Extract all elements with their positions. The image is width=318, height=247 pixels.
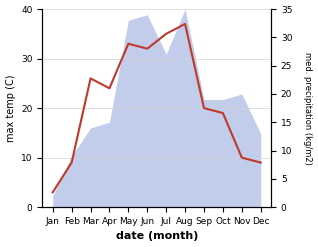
- Y-axis label: med. precipitation (kg/m2): med. precipitation (kg/m2): [303, 52, 313, 165]
- Y-axis label: max temp (C): max temp (C): [5, 74, 16, 142]
- X-axis label: date (month): date (month): [115, 231, 198, 242]
